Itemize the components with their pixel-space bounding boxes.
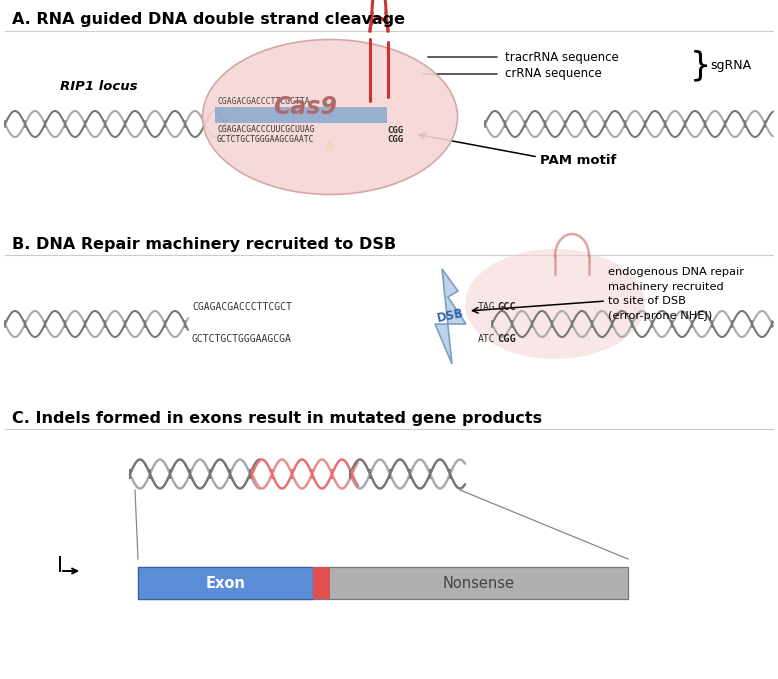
Text: PAM motif: PAM motif [540, 155, 616, 168]
Bar [215, 107, 387, 123]
Text: B. DNA Repair machinery recruited to DSB: B. DNA Repair machinery recruited to DSB [12, 237, 396, 252]
Text: RIP1 locus: RIP1 locus [60, 79, 138, 92]
Text: TAG: TAG [478, 302, 496, 312]
Text: tracrRNA sequence: tracrRNA sequence [505, 50, 619, 64]
Text: CGG: CGG [387, 126, 403, 135]
Text: C. Indels formed in exons result in mutated gene products: C. Indels formed in exons result in muta… [12, 411, 542, 426]
Text: GCTCTGCTGGGAAGCGAATC: GCTCTGCTGGGAAGCGAATC [217, 134, 314, 143]
Ellipse shape [465, 249, 645, 359]
Text: GCC: GCC [497, 302, 517, 312]
Text: A. RNA guided DNA double strand cleavage: A. RNA guided DNA double strand cleavage [12, 12, 405, 27]
Text: Nonsense: Nonsense [443, 576, 515, 591]
Text: }: } [690, 50, 711, 83]
Ellipse shape [202, 39, 457, 194]
Text: CGAGACGACCCTTCGCTTA: CGAGACGACCCTTCGCTTA [217, 98, 310, 107]
Polygon shape [435, 269, 466, 364]
Bar [138, 567, 313, 599]
Text: Exon: Exon [205, 576, 245, 591]
Text: CGAGACGACCCUUCGCUUAG: CGAGACGACCCUUCGCUUAG [217, 126, 314, 134]
Text: GCTCTGCTGGGAAGCGA: GCTCTGCTGGGAAGCGA [192, 334, 292, 344]
Text: DSB: DSB [436, 307, 464, 325]
Text: Cas9: Cas9 [273, 95, 337, 119]
Text: sgRNA: sgRNA [710, 60, 751, 73]
Text: crRNA sequence: crRNA sequence [505, 67, 601, 81]
Text: CGG: CGG [497, 334, 517, 344]
Text: CGAGACGACCCTTCGCT: CGAGACGACCCTTCGCT [192, 302, 292, 312]
Text: CGG: CGG [387, 135, 403, 144]
Text: endogenous DNA repair
machinery recruited
to site of DSB
(error-prone NHEJ): endogenous DNA repair machinery recruite… [608, 268, 744, 320]
Bar [138, 567, 628, 599]
Bar [313, 567, 330, 599]
Text: ATC: ATC [478, 334, 496, 344]
